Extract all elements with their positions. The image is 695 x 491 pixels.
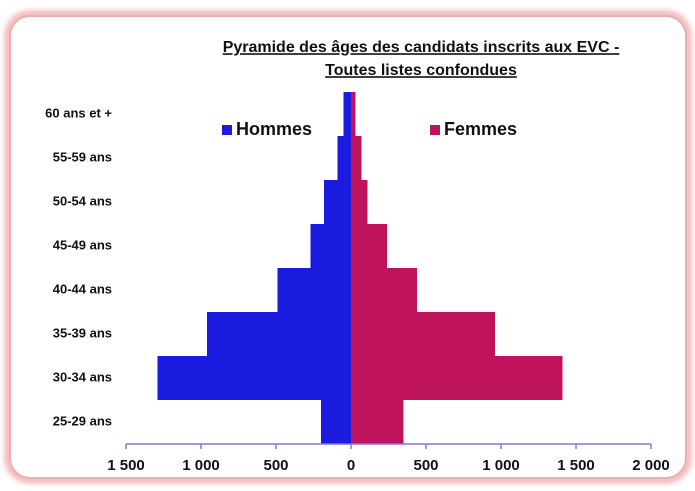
legend-label: Hommes [236,119,312,139]
y-tick-label: 30-34 ans [53,369,112,384]
frame-glow [5,11,691,483]
x-tick-label: 500 [413,457,438,474]
bar [310,224,351,268]
bar [351,400,404,444]
bar [351,224,387,268]
bar [343,92,351,136]
x-tick-label: 1 500 [107,457,145,474]
bar [351,356,563,400]
legend-swatch [430,125,440,135]
x-tick-label: 1 500 [557,457,595,474]
y-tick-label: 40-44 ans [53,281,112,296]
bar [351,268,417,312]
bar [351,180,368,224]
bar [351,312,495,356]
bar [337,136,351,180]
y-tick-label: 25-29 ans [53,413,112,428]
legend-label: Femmes [444,119,517,139]
chart-title: Toutes listes confondues [325,62,517,79]
y-tick-label: 50-54 ans [53,193,112,208]
x-tick-label: 1 000 [182,457,220,474]
x-tick-label: 1 000 [482,457,520,474]
x-tick-label: 500 [263,457,288,474]
y-tick-label: 60 ans et + [45,105,112,120]
y-tick-label: 35-39 ans [53,325,112,340]
y-tick-label: 45-49 ans [53,237,112,252]
bar [207,312,351,356]
x-tick-label: 2 000 [632,457,670,474]
legend-swatch [222,125,232,135]
x-tick-label: 0 [347,457,355,474]
bar [324,180,351,224]
bar [321,400,351,444]
chart-title: Pyramide des âges des candidats inscrits… [223,39,620,56]
y-tick-label: 55-59 ans [53,149,112,164]
bar [277,268,351,312]
bar [351,136,362,180]
bar [351,92,356,136]
bar [157,356,351,400]
